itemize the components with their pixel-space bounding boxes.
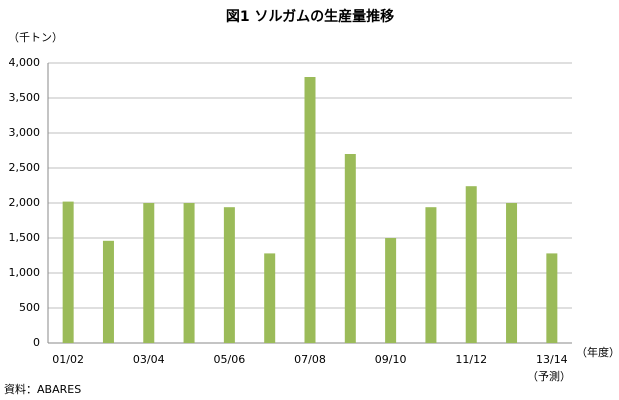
bar	[506, 203, 518, 343]
x-tick-label: 03/04	[133, 353, 165, 366]
bar	[223, 207, 235, 343]
x-tick-label: 13/14	[536, 353, 568, 366]
bar	[425, 207, 437, 343]
bar	[385, 238, 397, 343]
y-tick-label: 4,000	[9, 56, 41, 69]
chart-title: 図1 ソルガムの生産量推移	[226, 8, 394, 25]
bar	[102, 240, 114, 343]
bar	[465, 186, 477, 343]
x-tick-label: 09/10	[375, 353, 407, 366]
y-axis-label: （千トン）	[8, 31, 63, 44]
y-tick-label: 0	[33, 336, 40, 349]
bar	[183, 203, 195, 343]
x-tick-label: 05/06	[214, 353, 246, 366]
y-tick-label: 1,500	[9, 231, 41, 244]
bar	[304, 77, 316, 343]
y-tick-label: 2,500	[9, 161, 41, 174]
y-tick-label: 1,000	[9, 266, 41, 279]
bar	[264, 253, 276, 343]
source: 資料：ABARES	[4, 382, 81, 396]
bar	[344, 154, 356, 343]
y-tick-label: 3,000	[9, 126, 41, 139]
y-tick-label: 2,000	[9, 196, 41, 209]
x-axis-label: （年度）	[576, 345, 619, 359]
annotation: （予測）	[527, 369, 571, 383]
bar	[546, 253, 558, 343]
x-tick-label: 07/08	[294, 353, 326, 366]
y-tick-label: 3,500	[9, 91, 41, 104]
x-tick-label: 01/02	[52, 353, 84, 366]
bar	[143, 203, 155, 343]
y-tick-label: 500	[19, 301, 40, 314]
bar	[62, 201, 74, 343]
x-tick-label: 11/12	[455, 353, 487, 366]
